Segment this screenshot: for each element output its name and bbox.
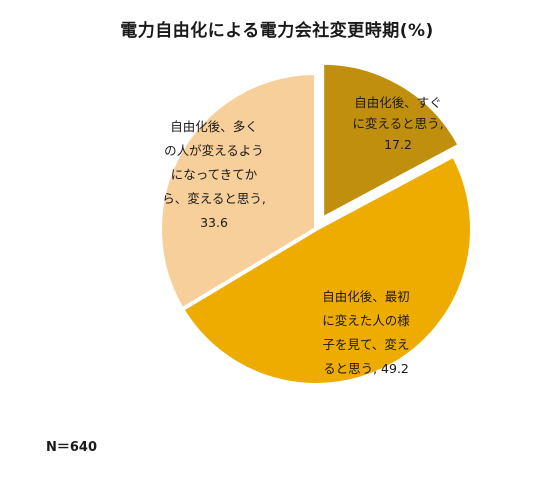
pie-slice-after-others-first	[179, 152, 474, 387]
pie-label-line: に変えた人の様	[322, 313, 410, 328]
pie-slice-immediately	[320, 60, 463, 223]
pie-label-line: 17.2	[384, 137, 412, 152]
pie-label-line: ら、変えると思う,	[162, 191, 266, 206]
chart-title: 電力自由化による電力会社変更時期(%)	[120, 21, 434, 41]
pie-label-line: 自由化後、すぐ	[354, 95, 442, 110]
pie-label-line: 子を見て、変え	[323, 337, 410, 352]
pie-label-line: の人が変えるよう	[164, 143, 264, 158]
pie-label-line: 自由化後、最初	[322, 289, 410, 304]
pie-label-line: 自由化後、多く	[170, 119, 258, 134]
sample-size-note: N＝640	[46, 440, 98, 455]
pie-label-immediately: 自由化後、すぐに変えると思う, 17.2	[352, 95, 443, 152]
pie-label-line: に変えると思う,	[352, 116, 443, 131]
pie-label-line: ると思う, 49.2	[323, 361, 409, 376]
pie-label-line: になってきてか	[171, 167, 258, 182]
pie-labels: 自由化後、すぐに変えると思う, 17.2 自由化後、最初に変えた人の様子を見て、変え…	[162, 95, 443, 376]
pie-slices	[158, 60, 474, 387]
pie-label-after-many-change: 自由化後、多くの人が変えるようになってきてから、変えると思う, 33.6	[162, 119, 266, 230]
pie-label-line: 33.6	[200, 215, 228, 230]
pie-slice-after-many-change	[158, 70, 318, 312]
pie-label-after-others-first: 自由化後、最初に変えた人の様子を見て、変えると思う, 49.2	[322, 289, 410, 376]
